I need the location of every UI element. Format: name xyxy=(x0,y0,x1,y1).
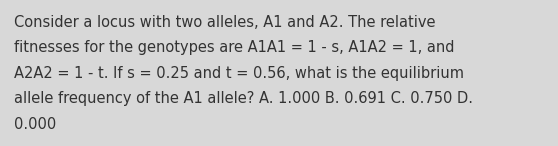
Text: allele frequency of the A1 allele? A. 1.000 B. 0.691 C. 0.750 D.: allele frequency of the A1 allele? A. 1.… xyxy=(14,91,473,106)
Text: Consider a locus with two alleles, A1 and A2. The relative: Consider a locus with two alleles, A1 an… xyxy=(14,15,435,30)
Text: 0.000: 0.000 xyxy=(14,117,56,132)
Text: A2A2 = 1 - t. If s = 0.25 and t = 0.56, what is the equilibrium: A2A2 = 1 - t. If s = 0.25 and t = 0.56, … xyxy=(14,66,464,81)
Text: fitnesses for the genotypes are A1A1 = 1 - s, A1A2 = 1, and: fitnesses for the genotypes are A1A1 = 1… xyxy=(14,40,454,55)
